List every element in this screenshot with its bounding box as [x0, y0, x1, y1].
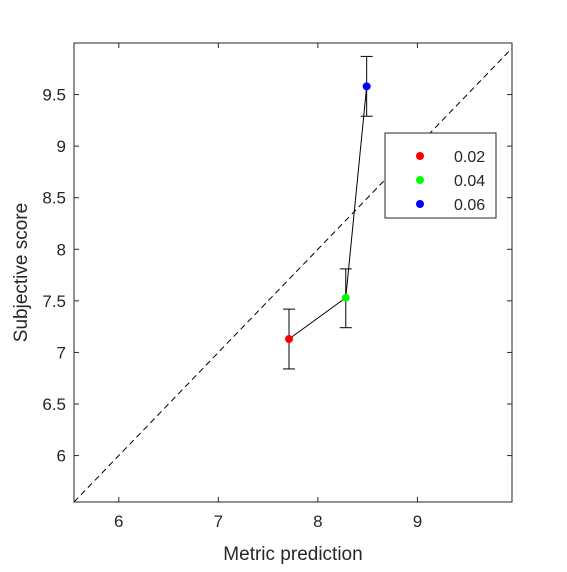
- legend-box: [384, 132, 497, 219]
- legend: 0.02 0.04 0.06: [384, 132, 497, 219]
- plot-background: [74, 43, 512, 502]
- x-axis-label: Metric prediction: [223, 544, 362, 565]
- y-tick-label: 9: [57, 137, 66, 156]
- data-point-0.04: [341, 293, 350, 302]
- data-point-0.02: [285, 335, 294, 344]
- identity-reference-line: [73, 47, 513, 503]
- legend-marker: [416, 200, 424, 208]
- y-axis-label: Subjective score: [11, 203, 32, 342]
- legend-label: 0.04: [454, 173, 485, 190]
- y-tick-label: 8.5: [42, 189, 66, 208]
- data-point-0.06: [362, 82, 371, 91]
- x-tick-label: 7: [214, 512, 223, 531]
- legend-label: 0.06: [454, 197, 485, 214]
- legend-marker: [416, 152, 424, 160]
- y-tick-label: 6.5: [42, 395, 66, 414]
- plot-frame: [73, 42, 513, 503]
- y-tick-label: 9.5: [42, 86, 66, 105]
- y-tick-label: 7.5: [42, 292, 66, 311]
- x-tick-label: 6: [114, 512, 123, 531]
- y-tick-label: 7: [57, 343, 66, 362]
- y-tick-label: 8: [57, 240, 66, 259]
- x-tick-label: 9: [413, 512, 422, 531]
- legend-label: 0.02: [454, 149, 485, 166]
- y-tick-label: 6: [57, 447, 66, 466]
- x-tick-label: 8: [313, 512, 322, 531]
- legend-marker: [416, 176, 424, 184]
